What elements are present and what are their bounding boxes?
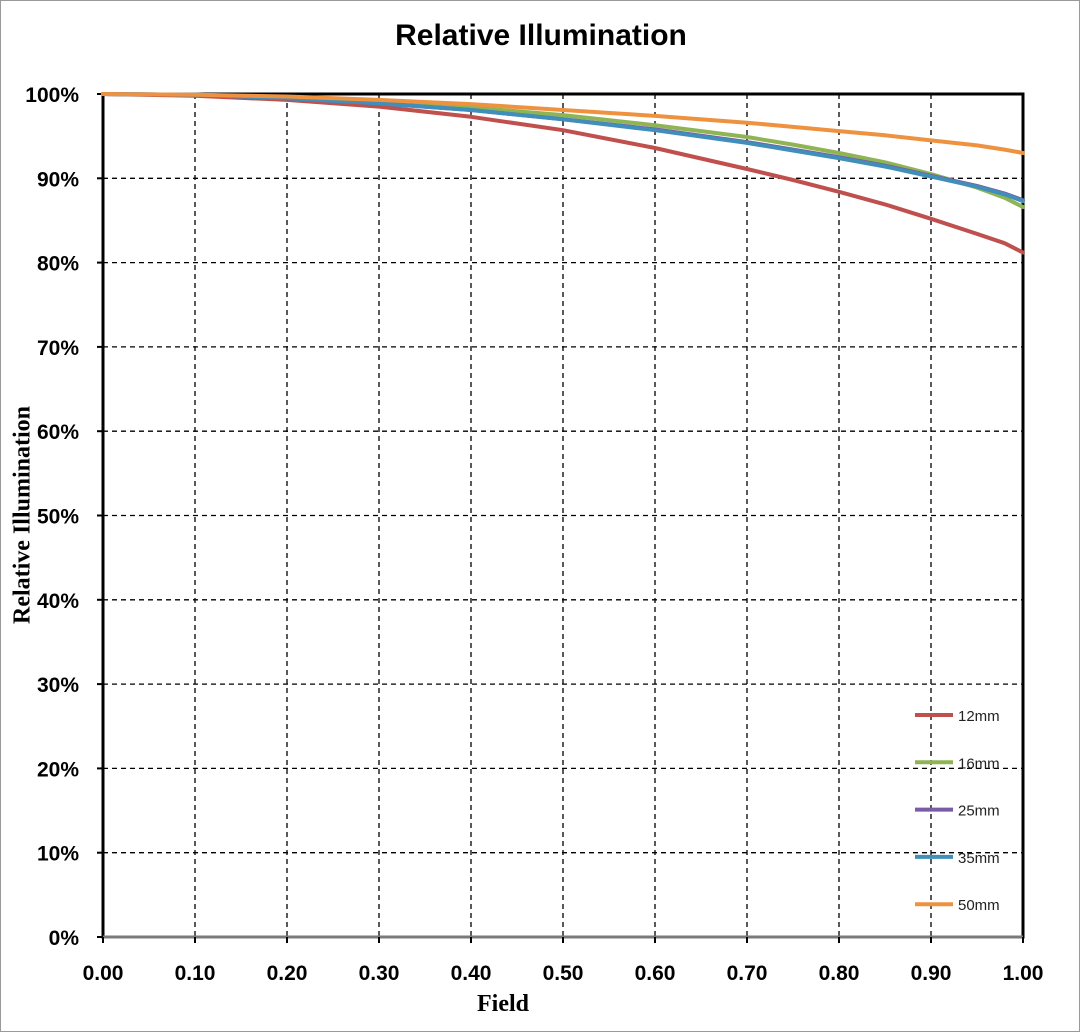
legend-label-12mm: 12mm — [958, 708, 1000, 725]
series-line-35mm — [101, 92, 1025, 204]
y-tick-label: 80% — [37, 253, 79, 276]
x-tick-label: 0.20 — [267, 962, 308, 985]
x-tick-label: 0.60 — [635, 962, 676, 985]
series-line-50mm — [101, 92, 1025, 155]
y-tick-label: 70% — [37, 337, 79, 360]
x-tick-label: 0.70 — [727, 962, 768, 985]
series-line-12mm — [101, 92, 1025, 255]
x-tick-label: 0.30 — [359, 962, 400, 985]
y-tick-label: 90% — [37, 168, 79, 191]
x-tick-label: 0.90 — [911, 962, 952, 985]
y-tick-label: 50% — [37, 506, 79, 529]
y-tick-label: 60% — [37, 421, 79, 444]
legend-label-16mm: 16mm — [958, 755, 1000, 772]
y-tick-label: 100% — [25, 84, 79, 107]
x-tick-label: 0.80 — [819, 962, 860, 985]
x-axis-label: Field — [477, 991, 529, 1017]
legend-label-25mm: 25mm — [958, 803, 1000, 820]
y-tick-label: 0% — [49, 927, 80, 950]
y-tick-label: 40% — [37, 590, 79, 613]
y-tick-label: 30% — [37, 674, 79, 697]
x-tick-label: 0.50 — [543, 962, 584, 985]
legend-label-50mm: 50mm — [958, 897, 1000, 914]
x-tick-label: 0.00 — [83, 962, 124, 985]
y-tick-label: 10% — [37, 843, 79, 866]
x-tick-label: 1.00 — [1003, 962, 1044, 985]
legend-label-35mm: 35mm — [958, 850, 1000, 867]
x-tick-label: 0.10 — [175, 962, 216, 985]
y-tick-label: 20% — [37, 758, 79, 781]
chart-title: Relative Illumination — [395, 19, 687, 52]
x-tick-label: 0.40 — [451, 962, 492, 985]
